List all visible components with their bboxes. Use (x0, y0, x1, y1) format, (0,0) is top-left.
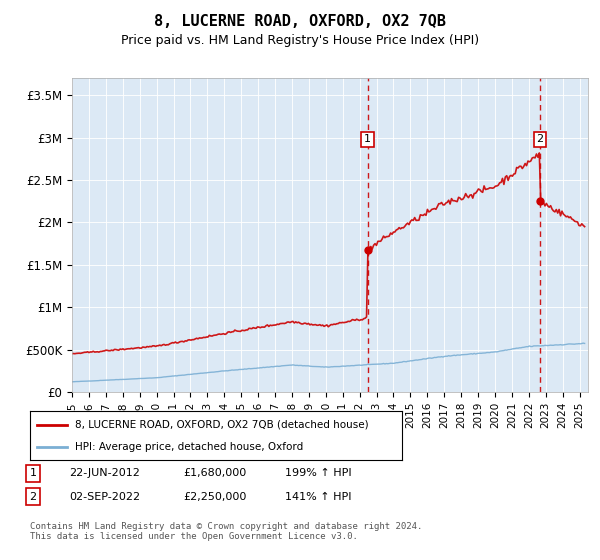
Text: HPI: Average price, detached house, Oxford: HPI: Average price, detached house, Oxfo… (74, 441, 303, 451)
Text: 1: 1 (29, 468, 37, 478)
Text: Contains HM Land Registry data © Crown copyright and database right 2024.
This d: Contains HM Land Registry data © Crown c… (30, 522, 422, 542)
Text: 22-JUN-2012: 22-JUN-2012 (69, 468, 140, 478)
Text: 02-SEP-2022: 02-SEP-2022 (69, 492, 140, 502)
Text: 8, LUCERNE ROAD, OXFORD, OX2 7QB (detached house): 8, LUCERNE ROAD, OXFORD, OX2 7QB (detach… (74, 420, 368, 430)
Text: 2: 2 (536, 134, 544, 144)
Text: 1: 1 (364, 134, 371, 144)
Text: 2: 2 (29, 492, 37, 502)
Text: £1,680,000: £1,680,000 (183, 468, 246, 478)
Text: 8, LUCERNE ROAD, OXFORD, OX2 7QB: 8, LUCERNE ROAD, OXFORD, OX2 7QB (154, 14, 446, 29)
Text: 199% ↑ HPI: 199% ↑ HPI (285, 468, 352, 478)
Text: 141% ↑ HPI: 141% ↑ HPI (285, 492, 352, 502)
Text: Price paid vs. HM Land Registry's House Price Index (HPI): Price paid vs. HM Land Registry's House … (121, 34, 479, 46)
Text: £2,250,000: £2,250,000 (183, 492, 247, 502)
